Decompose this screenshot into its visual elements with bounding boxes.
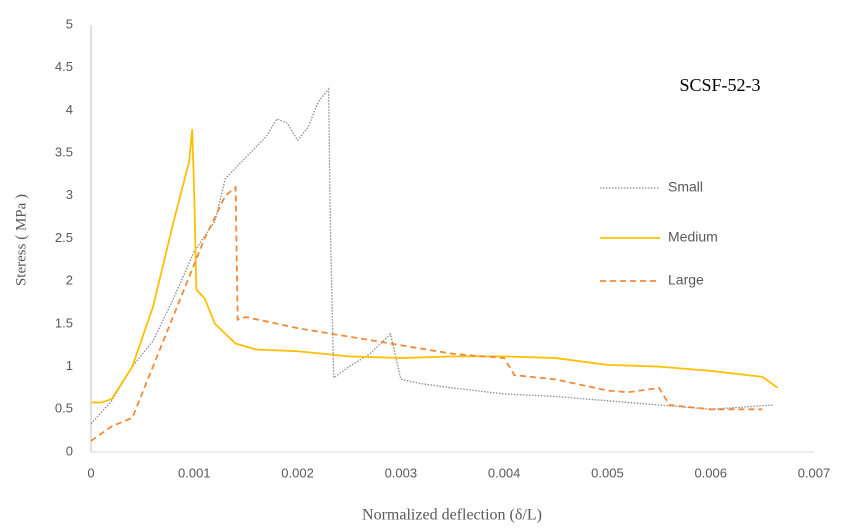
- y-tick-label: 4: [66, 102, 73, 117]
- line-large: [90, 185, 763, 442]
- y-tick-label: 3.5: [55, 145, 73, 160]
- y-tick-label: 2.5: [55, 230, 73, 245]
- x-tick-label: 0.002: [281, 465, 314, 480]
- line-medium: [91, 129, 779, 404]
- y-tick-label: 4.5: [55, 59, 73, 74]
- legend-label: Medium: [668, 229, 718, 245]
- legend-label: Large: [668, 272, 704, 288]
- x-tick-label: 0: [87, 465, 94, 480]
- y-tick-label: 5: [66, 16, 73, 31]
- x-tick-label: 0.004: [488, 465, 521, 480]
- x-tick-label: 0.006: [694, 465, 727, 480]
- y-tick-label: 0.5: [55, 401, 73, 416]
- x-axis-title: Normalized deflection (δ/L): [362, 507, 542, 524]
- x-tick-label: 0.001: [178, 465, 211, 480]
- y-tick-label: 3: [66, 187, 73, 202]
- y-tick-label: 2: [66, 273, 73, 288]
- annotation: SCSF-52-3: [679, 75, 760, 95]
- y-tick-label: 0: [66, 443, 73, 458]
- x-tick-label: 0.007: [798, 465, 831, 480]
- y-tick-label: 1.5: [55, 315, 73, 330]
- y-axis-title: Steress ( MPa ): [13, 194, 29, 286]
- legend-label: Small: [668, 179, 703, 195]
- x-tick-label: 0.003: [385, 465, 418, 480]
- y-tick-label: 1: [66, 358, 73, 373]
- x-tick-label: 0.005: [591, 465, 624, 480]
